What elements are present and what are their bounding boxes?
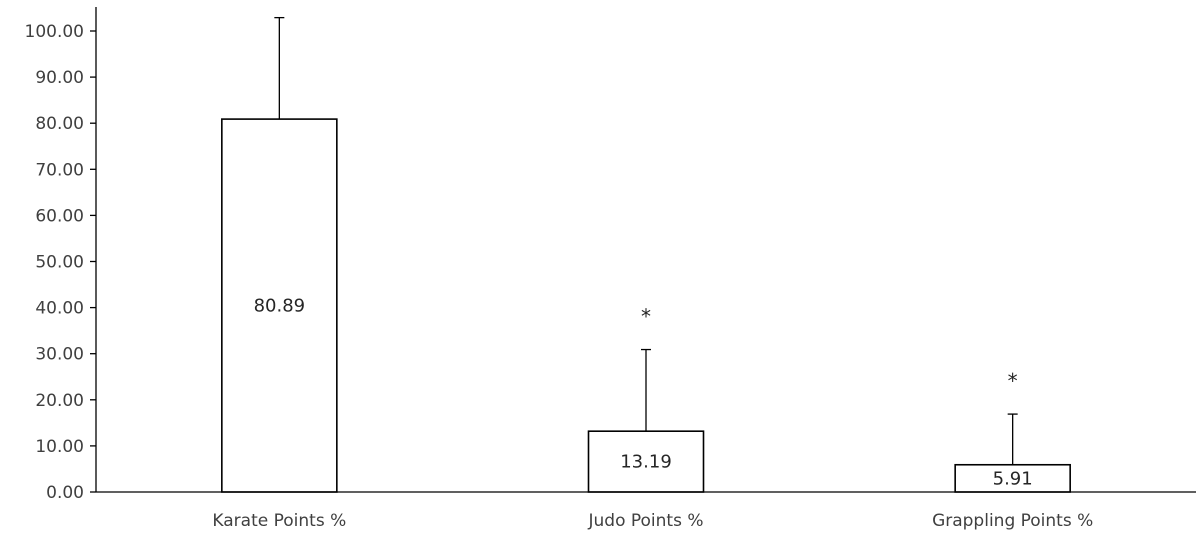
data-label: 13.19: [620, 452, 672, 473]
significance-marker: *: [1008, 369, 1018, 393]
y-axis: 0.00 10.00 20.00 30.00 40.00 50.00 60.00 70.00 8…: [25, 7, 97, 503]
y-tick-label: 50.00: [35, 253, 84, 273]
x-category-label: Judo Points %: [587, 511, 703, 531]
y-tick-label: 100.00: [25, 22, 84, 42]
y-tick-label: 0.00: [46, 483, 84, 503]
x-axis: Karate Points % Judo Points % Grappling Po…: [96, 491, 1196, 531]
bar: [954, 463, 1071, 493]
y-tick-label: 60.00: [35, 206, 84, 226]
data-label: 80.89: [254, 296, 306, 317]
data-label: 5.91: [993, 468, 1033, 489]
y-tick-label: 40.00: [35, 299, 84, 319]
x-category-label: Grappling Points %: [932, 511, 1093, 531]
y-tick-label: 80.00: [35, 114, 84, 134]
bars: 80.89 13.19 * 5.91 *: [221, 16, 1071, 493]
y-tick-label: 20.00: [35, 391, 84, 411]
y-tick-label: 10.00: [35, 437, 84, 457]
bar: [221, 118, 338, 493]
y-tick-label: 70.00: [35, 160, 84, 180]
significance-marker: *: [641, 305, 651, 329]
x-category-label: Karate Points %: [212, 511, 346, 531]
y-tick-label: 30.00: [35, 345, 84, 365]
y-tick-label: 90.00: [35, 68, 84, 88]
